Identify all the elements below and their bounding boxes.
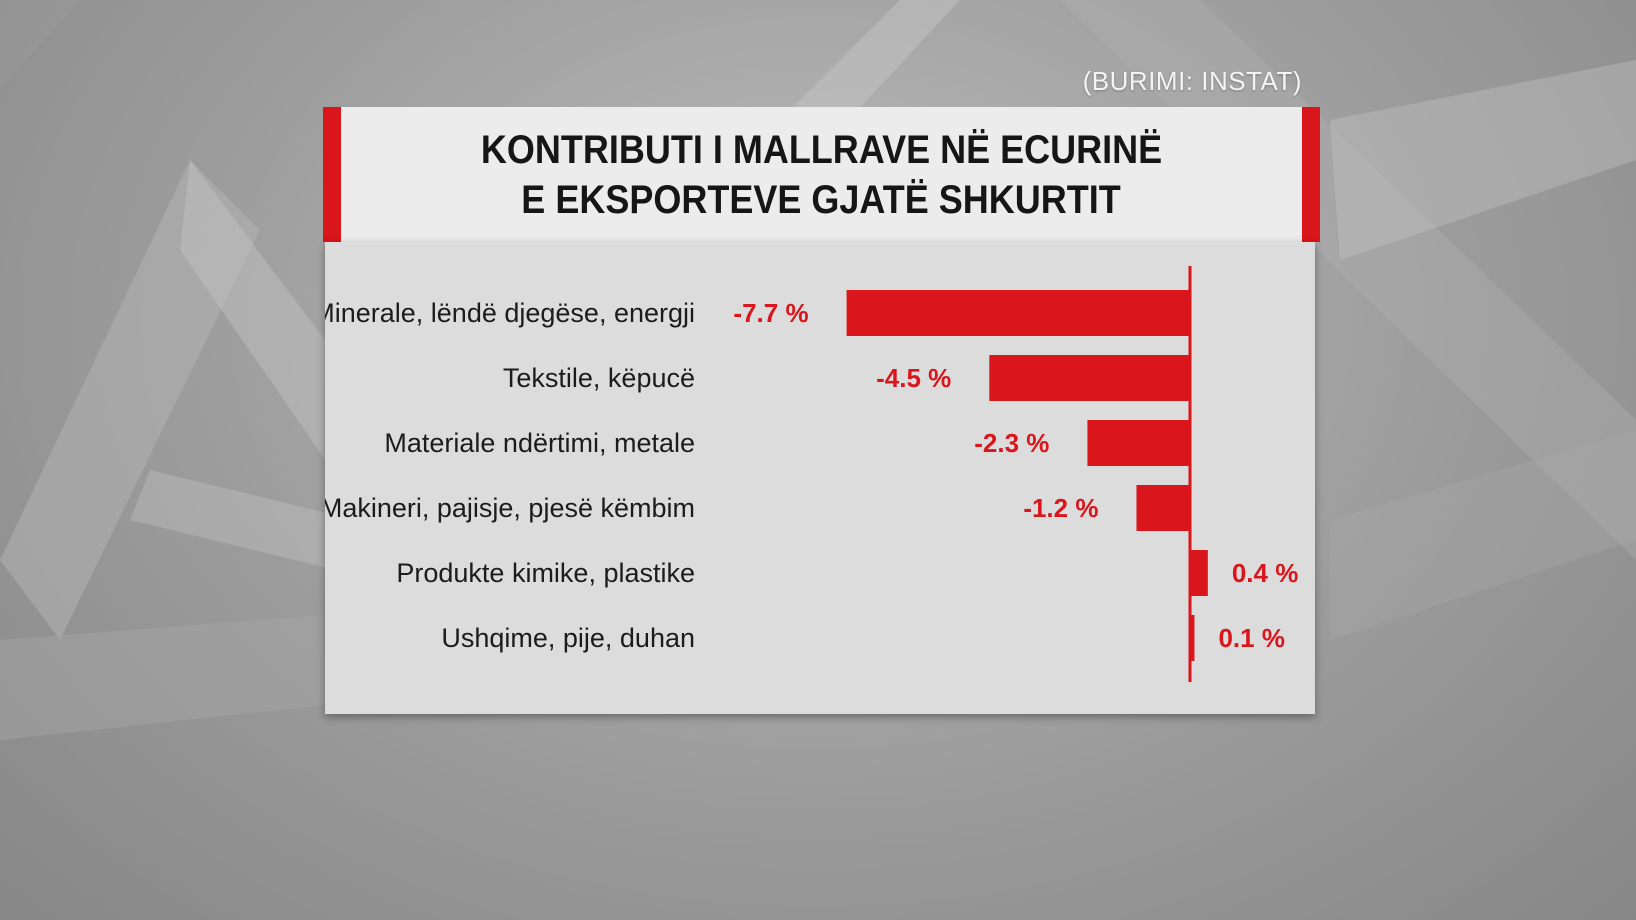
category-label-5: Ushqime, pije, duhan — [441, 623, 695, 653]
value-label-4: 0.4 % — [1232, 558, 1299, 588]
value-label-5: 0.1 % — [1218, 623, 1285, 653]
category-label-3: Makineri, pajisje, pjesë këmbim — [325, 493, 695, 523]
value-label-2: -2.3 % — [974, 428, 1049, 458]
chart-title-box: KONTRIBUTI I MALLRAVE NË ECURINË E EKSPO… — [323, 107, 1320, 242]
bar-1 — [989, 355, 1190, 401]
category-label-2: Materiale ndërtimi, metale — [384, 428, 695, 458]
category-label-1: Tekstile, këpucë — [503, 363, 695, 393]
chart-title-line-2: E EKSPORTEVE GJATË SHKURTIT — [521, 177, 1122, 222]
value-label-1: -4.5 % — [876, 363, 951, 393]
bar-4 — [1190, 550, 1208, 596]
bar-2 — [1087, 420, 1190, 466]
bar-chart: Minerale, lëndë djegëse, energji -7.7 % Te… — [325, 266, 1299, 682]
category-label-0: Minerale, lëndë djegëse, energji — [325, 298, 695, 328]
bar-5 — [1190, 615, 1195, 661]
category-label-4: Produkte kimike, plastike — [396, 558, 695, 588]
chart-panel: Minerale, lëndë djegëse, energji -7.7 % Te… — [325, 242, 1315, 714]
source-label: (BURIMI: INSTAT) — [1082, 66, 1302, 96]
value-label-3: -1.2 % — [1023, 493, 1098, 523]
chart-title-line-1: KONTRIBUTI I MALLRAVE NË ECURINË — [480, 127, 1163, 172]
bar-0 — [846, 290, 1190, 336]
value-label-0: -7.7 % — [733, 298, 808, 328]
bar-3 — [1136, 485, 1190, 531]
